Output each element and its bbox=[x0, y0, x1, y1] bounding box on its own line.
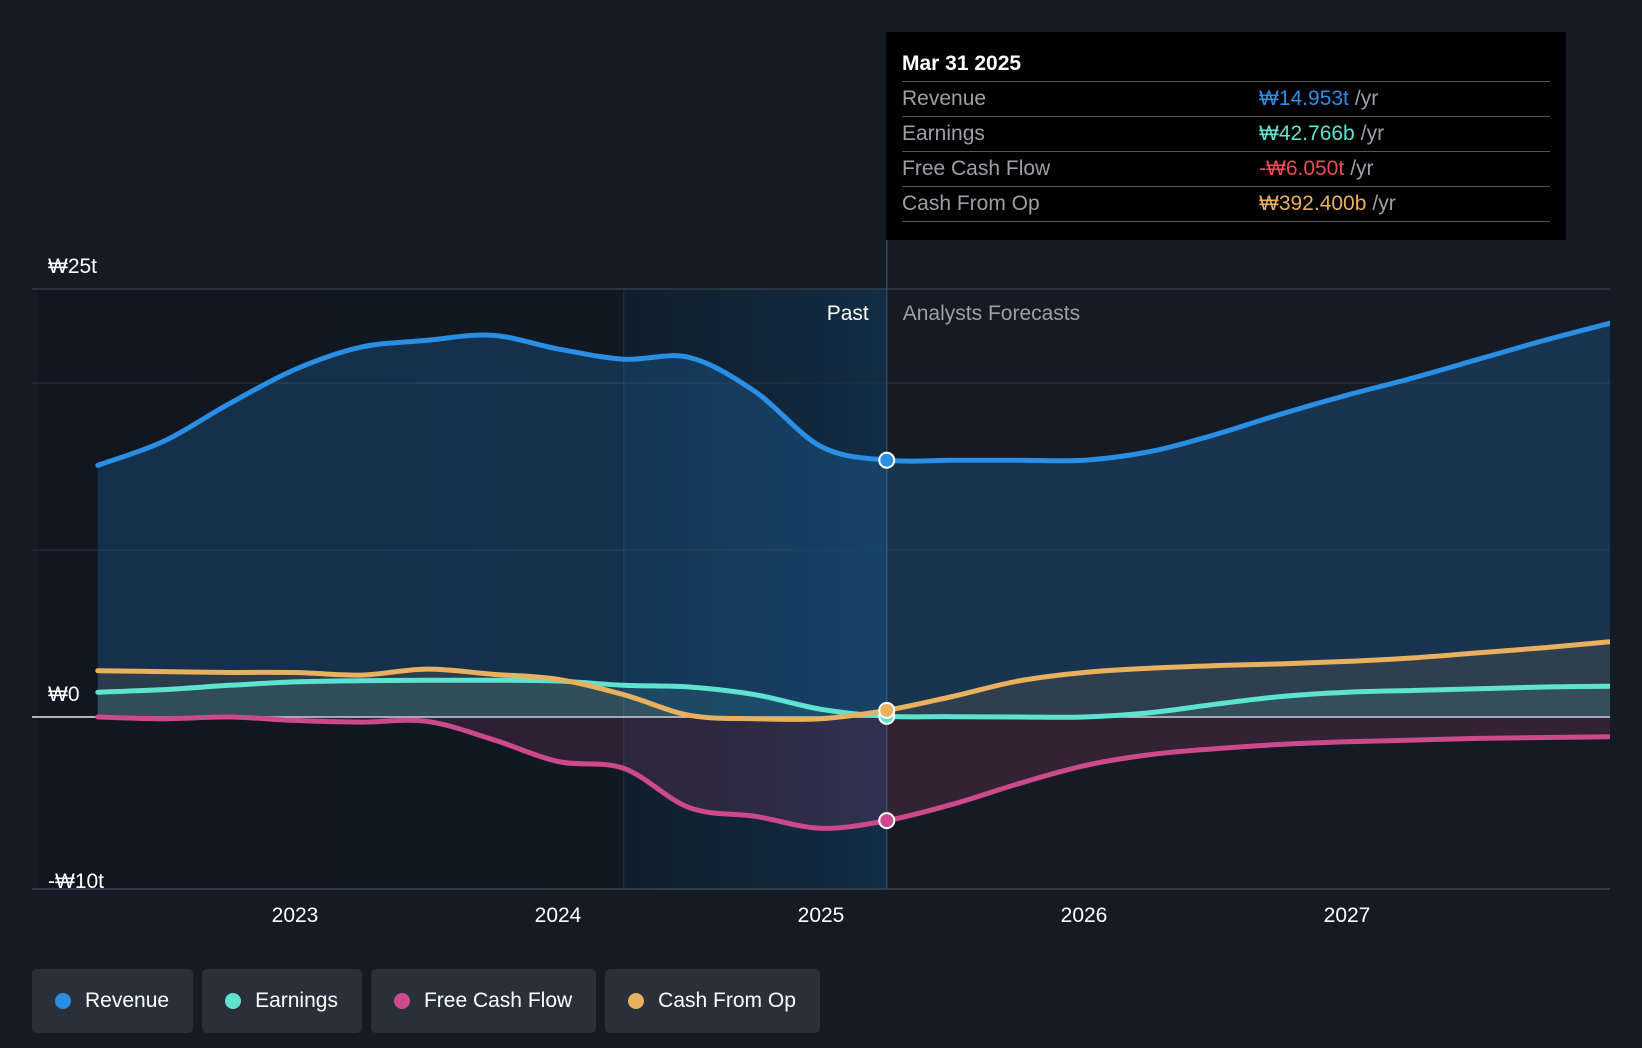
legend-item-earnings[interactable]: Earnings bbox=[202, 969, 362, 1033]
tooltip-label: Free Cash Flow bbox=[902, 157, 1051, 180]
legend-dot-icon bbox=[55, 993, 71, 1009]
revenue-line bbox=[95, 320, 1613, 468]
y-tick-label: ₩0 bbox=[48, 683, 80, 706]
tooltip-row-cash-from-op: Cash From Op ₩392.400b /yr bbox=[902, 186, 1550, 222]
tooltip-label: Cash From Op bbox=[902, 192, 1040, 215]
cash-from-op-marker bbox=[878, 701, 896, 719]
legend-dot-icon bbox=[628, 993, 645, 1009]
tooltip-row-revenue: Revenue ₩14.953t /yr bbox=[902, 81, 1550, 116]
x-tick-label: 2024 bbox=[535, 904, 582, 927]
legend: Revenue Earnings Free Cash Flow Cash Fro… bbox=[32, 969, 820, 1033]
x-tick-label: 2027 bbox=[1324, 904, 1371, 927]
y-tick-label: ₩25t bbox=[48, 255, 97, 278]
forecast-label: Analysts Forecasts bbox=[903, 302, 1080, 325]
x-tick-label: 2025 bbox=[798, 904, 845, 927]
legend-label: Free Cash Flow bbox=[423, 989, 573, 1012]
legend-dot-icon bbox=[225, 993, 242, 1009]
tooltip-unit: /yr bbox=[1354, 87, 1379, 110]
earnings-area bbox=[97, 680, 1610, 718]
tooltip-label: Revenue bbox=[902, 87, 987, 110]
free-cash-flow-line bbox=[95, 714, 1613, 831]
cash-from-op-line bbox=[95, 639, 1613, 722]
tooltip-date: Mar 31 2025 bbox=[902, 52, 1022, 75]
legend-label: Cash From Op bbox=[658, 989, 796, 1012]
revenue-area bbox=[97, 323, 1610, 717]
tooltip-unit: /yr bbox=[1350, 157, 1374, 180]
legend-item-revenue[interactable]: Revenue bbox=[32, 969, 194, 1033]
right-mask bbox=[1610, 0, 1642, 960]
x-tick-label: 2023 bbox=[272, 904, 319, 927]
legend-dot-icon bbox=[393, 993, 410, 1009]
legend-item-free-cash-flow[interactable]: Free Cash Flow bbox=[370, 969, 597, 1033]
tooltip-value: -₩6.050t bbox=[1259, 157, 1345, 180]
past-label: Past bbox=[827, 302, 869, 325]
y-tick-label: -₩10t bbox=[48, 870, 104, 893]
tooltip-value: ₩392.400b bbox=[1259, 192, 1367, 215]
tooltip-label: Earnings bbox=[902, 122, 985, 145]
tooltip-row-earnings: Earnings ₩42.766b /yr bbox=[902, 116, 1550, 151]
legend-label: Earnings bbox=[255, 989, 338, 1012]
tooltip-unit: /yr bbox=[1372, 192, 1396, 215]
tooltip-unit: /yr bbox=[1360, 122, 1385, 145]
free-cash-flow-marker bbox=[878, 812, 896, 830]
tooltip: Mar 31 2025 Revenue ₩14.953t /yr Earning… bbox=[886, 32, 1566, 240]
tooltip-value: ₩14.953t bbox=[1259, 87, 1349, 110]
free-cash-flow-area bbox=[97, 716, 1610, 829]
tooltip-value: ₩42.766b bbox=[1259, 122, 1355, 145]
revenue-marker bbox=[878, 451, 896, 469]
tooltip-row-free-cash-flow: Free Cash Flow -₩6.050t /yr bbox=[902, 151, 1550, 186]
legend-item-cash-from-op[interactable]: Cash From Op bbox=[605, 969, 820, 1033]
x-tick-label: 2026 bbox=[1061, 904, 1108, 927]
legend-label: Revenue bbox=[85, 989, 170, 1012]
